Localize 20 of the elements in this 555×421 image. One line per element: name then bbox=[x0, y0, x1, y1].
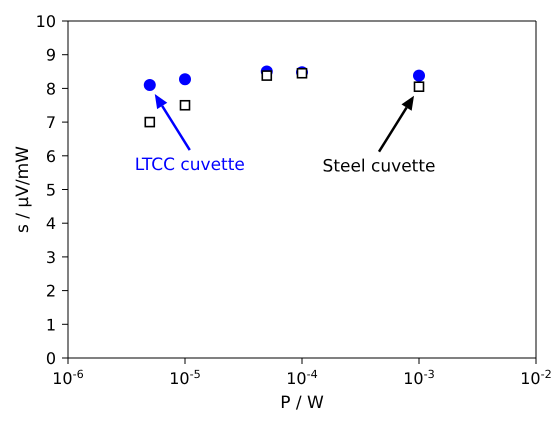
text: LTCC cuvette bbox=[134, 155, 245, 176]
x-tick-label: 10$^{-3}$ bbox=[403, 368, 435, 388]
y-tick-label: 2 bbox=[46, 282, 56, 301]
y-tick-label: 8 bbox=[46, 79, 56, 98]
y-axis-title: s / µV/mW bbox=[13, 146, 34, 233]
x-tick-label: 10$^{-4}$ bbox=[286, 368, 318, 388]
y-tick-label: 3 bbox=[46, 248, 56, 267]
y-tick-label: 0 bbox=[46, 349, 56, 368]
y-tick-label: 6 bbox=[46, 146, 56, 166]
y-tick-label: 9 bbox=[46, 46, 56, 65]
y-tick-label: 10 bbox=[36, 12, 56, 31]
x-tick-label: 10$^{-6}$ bbox=[52, 368, 84, 388]
x-tick-label: 10$^{-2}$ bbox=[520, 368, 552, 388]
y-tick-label: 5 bbox=[46, 180, 56, 200]
x-axis-title: P / W bbox=[280, 393, 324, 413]
y-tick-label: 1 bbox=[46, 315, 56, 334]
x-tick-label: 10$^{-5}$ bbox=[169, 368, 201, 388]
y-tick-label: 4 bbox=[46, 214, 56, 234]
text: Steel cuvette bbox=[322, 156, 436, 177]
y-tick-label: 7 bbox=[46, 113, 56, 132]
